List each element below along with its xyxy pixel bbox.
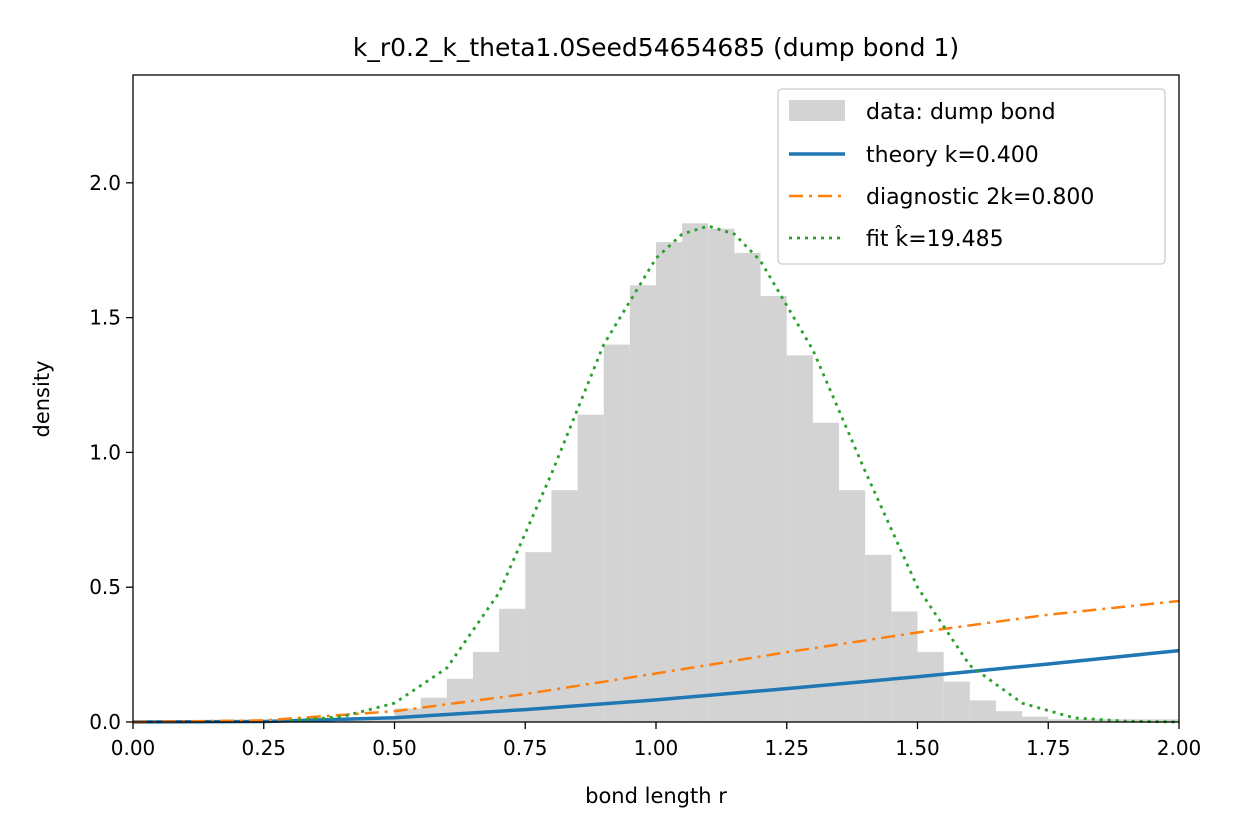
histogram-bar [499, 608, 526, 722]
lines-layer [132, 224, 1180, 724]
y-axis: 0.0 0.5 1.0 1.5 2.0 [89, 171, 133, 734]
histogram-bar [1074, 719, 1101, 722]
histogram-bar [917, 651, 944, 722]
x-tick-label: 1.75 [1026, 736, 1071, 760]
x-tick-label: 1.50 [895, 736, 940, 760]
histogram-bar [525, 552, 552, 722]
legend-label-diagnostic: diagnostic 2k=0.800 [866, 185, 1094, 210]
histogram-layer [342, 223, 1179, 723]
series-line-diagnostic [132, 599, 1180, 724]
histogram-bar [786, 355, 813, 722]
x-tick-label: 1.25 [764, 736, 809, 760]
series-line-fit [289, 224, 1180, 724]
x-tick-label: 1.00 [634, 736, 679, 760]
histogram-bar [420, 697, 447, 722]
x-axis: 0.00 0.25 0.50 0.75 1.00 1.25 1.50 1.75 2.00 [111, 722, 1202, 760]
y-tick-label: 0.0 [89, 710, 121, 734]
histogram-bar [865, 554, 892, 722]
histogram-bar [891, 611, 918, 722]
histogram-bar [656, 242, 683, 722]
x-tick-label: 2.00 [1157, 736, 1202, 760]
plot-area [132, 223, 1180, 724]
legend-label-theory: theory k=0.400 [866, 143, 1039, 168]
histogram-bar [603, 344, 630, 722]
legend-label-fit: fit k̂=19.485 [866, 226, 1004, 252]
histogram-bar [943, 681, 970, 722]
x-axis-label: bond length r [585, 784, 727, 808]
legend-box [777, 88, 1166, 265]
y-tick-label: 0.5 [89, 575, 121, 599]
histogram-bar [734, 252, 761, 723]
y-tick-label: 2.0 [89, 171, 121, 195]
histogram-bar [1048, 719, 1075, 722]
histogram-bar [1022, 716, 1049, 722]
histogram-bar [995, 711, 1023, 722]
y-tick-label: 1.0 [89, 440, 121, 464]
histogram-bar [760, 296, 787, 722]
x-tick-label: 0.25 [241, 736, 286, 760]
x-tick-label: 0.75 [503, 736, 548, 760]
chart-title: k_r0.2_k_theta1.0Seed54654685 (dump bond… [353, 33, 959, 62]
histogram-bar [969, 700, 996, 722]
histogram-bar [1100, 719, 1127, 722]
x-tick-label: 0.00 [111, 736, 156, 760]
legend: data: dump bond theory k=0.400 diagnosti… [777, 88, 1166, 265]
histogram-bar [629, 285, 656, 722]
histogram-bar [577, 414, 604, 722]
legend-swatch-histogram [789, 100, 845, 121]
histogram-bar [342, 719, 369, 722]
y-tick-label: 1.5 [89, 306, 121, 330]
y-axis-label: density [30, 361, 54, 438]
histogram-bar [839, 490, 866, 722]
histogram-bar [682, 223, 709, 723]
x-tick-label: 0.50 [372, 736, 417, 760]
histogram-bar [551, 490, 578, 722]
histogram-bar [812, 422, 840, 722]
histogram-bar [708, 228, 735, 722]
legend-label-histogram: data: dump bond [866, 100, 1056, 125]
